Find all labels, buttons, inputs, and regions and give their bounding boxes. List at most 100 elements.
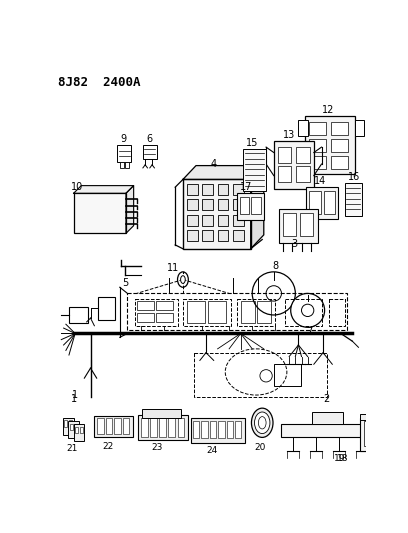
Bar [237,193,264,220]
Bar [80,426,83,433]
Bar [331,156,348,168]
Text: 15: 15 [246,138,258,148]
Bar [183,299,231,326]
Bar [202,199,213,210]
Bar [64,421,67,426]
Bar [191,418,244,443]
Bar [360,414,400,419]
Bar [284,299,322,326]
Text: 2: 2 [323,394,329,404]
Bar [381,421,395,446]
Text: 5: 5 [122,278,128,288]
Bar [202,230,213,241]
Bar [123,418,129,433]
Text: 18: 18 [337,454,348,463]
Text: 10: 10 [71,182,83,192]
Bar [69,306,88,324]
Ellipse shape [255,412,270,433]
Circle shape [302,304,314,317]
Bar [217,230,228,241]
Circle shape [291,294,325,327]
Bar [98,418,104,433]
Text: 9: 9 [121,134,127,144]
Bar [208,301,226,322]
Bar [309,191,321,214]
Bar [159,418,166,437]
Bar [329,299,345,326]
Text: 11: 11 [167,263,179,273]
Bar [202,215,213,225]
Bar [243,149,266,191]
Polygon shape [73,185,134,193]
Bar [364,421,378,446]
Bar [309,156,326,168]
Bar [137,313,154,322]
Bar [106,418,112,433]
Bar [187,215,197,225]
Bar [202,184,213,195]
Bar [240,197,249,214]
Text: 3: 3 [291,239,297,249]
Bar [195,353,327,398]
Bar [355,120,364,135]
Ellipse shape [258,417,266,429]
Bar [127,294,347,330]
Bar [187,230,197,241]
Bar [138,415,188,440]
Polygon shape [183,166,264,180]
Bar [331,123,348,135]
Bar [217,215,228,225]
Bar [309,123,326,135]
Ellipse shape [251,408,273,438]
Bar [70,424,73,430]
Bar [98,296,115,320]
Bar [298,155,308,170]
Bar [142,409,181,418]
Bar [312,412,343,424]
Bar [193,421,199,438]
Bar [168,418,175,437]
Bar [218,421,224,438]
Bar [217,199,228,210]
Text: 22: 22 [102,442,114,451]
Bar [279,209,318,244]
Text: 7: 7 [306,327,313,337]
Text: 1: 1 [72,390,78,400]
Bar [331,140,348,152]
Bar [156,301,173,310]
Bar [282,424,401,438]
Text: 20: 20 [254,443,266,452]
Bar [306,187,339,220]
Bar [118,145,131,161]
Bar [150,418,157,437]
Bar [141,418,148,437]
Bar [183,180,251,249]
Bar [202,421,208,438]
Bar [251,197,261,214]
Text: 16: 16 [348,172,360,182]
Circle shape [266,286,282,301]
Bar [296,147,310,163]
Bar [309,140,326,152]
Text: 21: 21 [67,445,78,454]
Bar [235,421,242,438]
Bar [187,184,197,195]
Bar [360,418,400,450]
Text: 12: 12 [322,105,334,115]
Text: 8: 8 [272,261,278,271]
Bar [277,147,291,163]
Bar [68,421,79,438]
Text: 1: 1 [71,394,77,404]
Ellipse shape [177,272,188,287]
Text: 17: 17 [240,182,252,192]
Bar [274,141,314,189]
Bar [274,364,301,386]
Bar [94,416,133,438]
Polygon shape [251,166,264,249]
Bar [73,193,126,233]
Bar [300,213,313,237]
Bar [73,424,84,441]
Bar [227,421,233,438]
Bar [257,301,271,322]
Bar [135,299,177,326]
